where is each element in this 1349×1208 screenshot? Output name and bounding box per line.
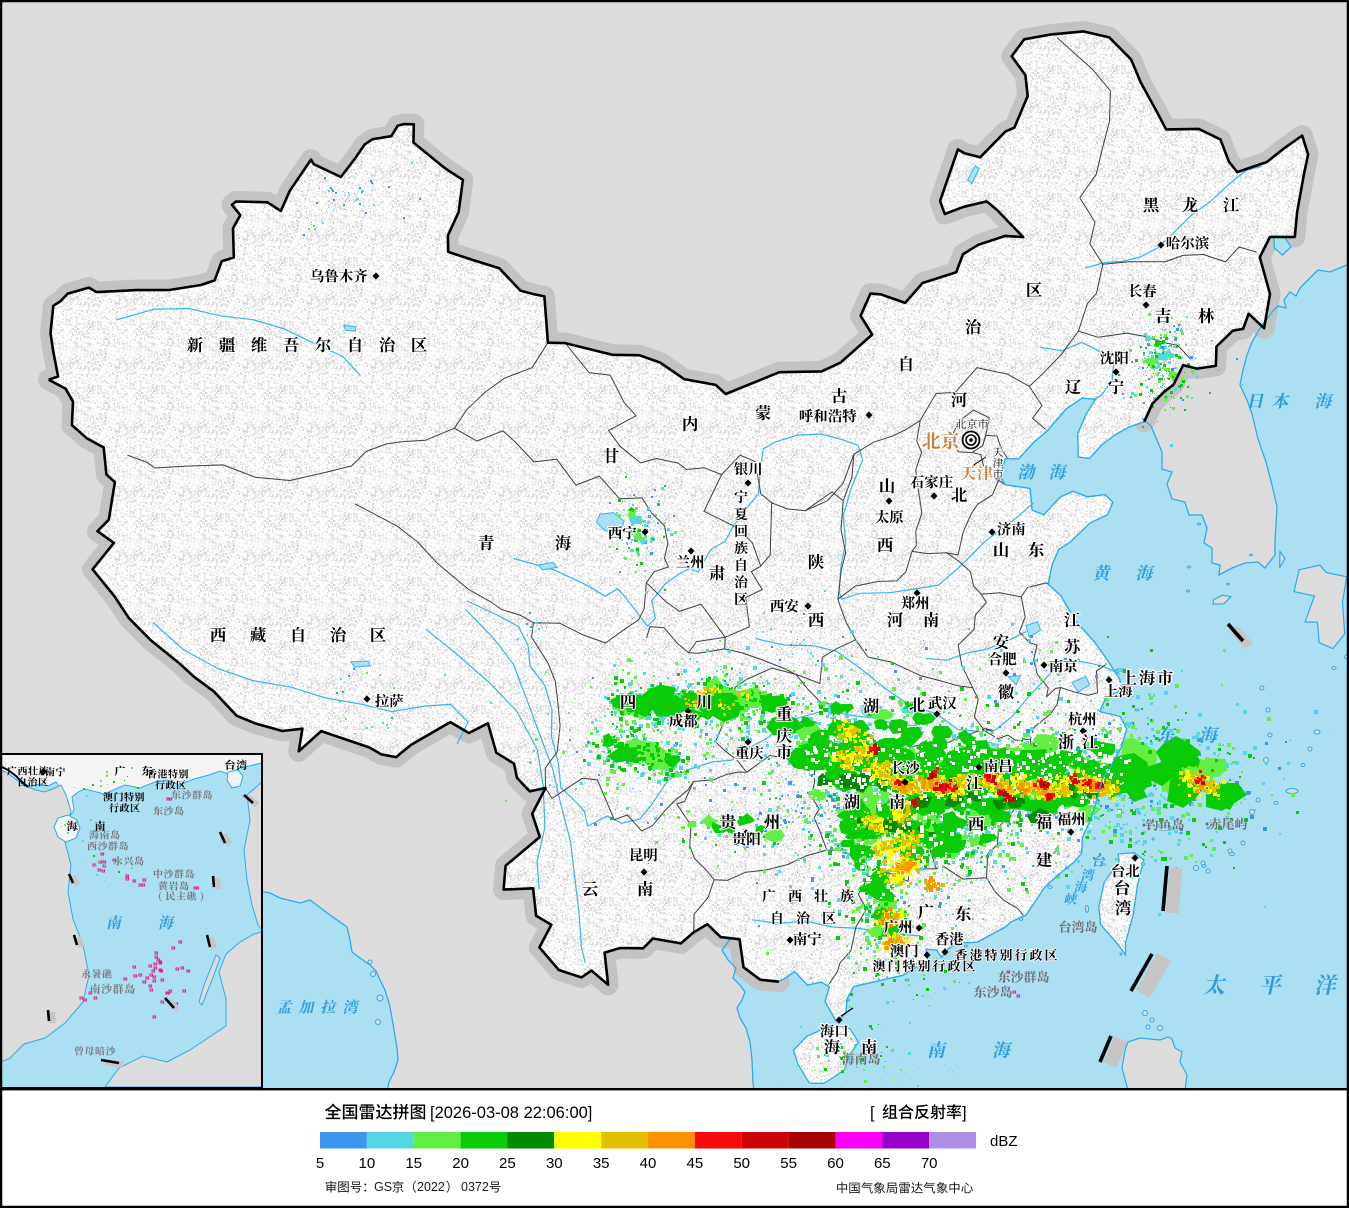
svg-text:45: 45 [687, 1155, 704, 1172]
svg-text:35: 35 [593, 1155, 610, 1172]
svg-text:65: 65 [874, 1155, 891, 1172]
svg-text:5: 5 [316, 1155, 324, 1172]
svg-text:25: 25 [499, 1155, 516, 1172]
svg-text:0372: 0372 [461, 1180, 489, 1194]
svg-text:60: 60 [827, 1155, 844, 1172]
svg-text:GS: GS [374, 1180, 392, 1194]
svg-text:]: ] [962, 1104, 967, 1122]
svg-text:30: 30 [546, 1155, 563, 1172]
svg-text:15: 15 [405, 1155, 422, 1172]
svg-text:[2026-03-08 22:06:00]: [2026-03-08 22:06:00] [430, 1104, 592, 1122]
svg-text:70: 70 [921, 1155, 938, 1172]
svg-text:[: [ [870, 1104, 875, 1122]
svg-text:20: 20 [452, 1155, 469, 1172]
svg-text:40: 40 [640, 1155, 657, 1172]
svg-text:2022: 2022 [417, 1180, 445, 1194]
svg-text:50: 50 [733, 1155, 750, 1172]
svg-text:55: 55 [780, 1155, 797, 1172]
svg-text:10: 10 [359, 1155, 376, 1172]
svg-text:dBZ: dBZ [990, 1133, 1018, 1150]
